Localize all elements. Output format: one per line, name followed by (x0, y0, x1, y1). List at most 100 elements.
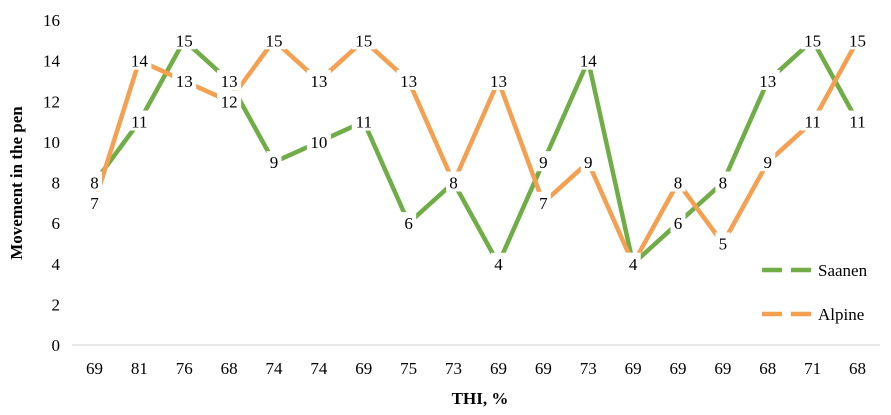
data-label-saanen: 6 (401, 212, 417, 233)
data-label-alpine: 12 (217, 90, 242, 111)
y-tick-label: 10 (43, 133, 60, 152)
svg-text:12: 12 (221, 92, 238, 111)
data-label-saanen: 10 (306, 130, 331, 152)
data-label-saanen: 4 (490, 252, 506, 274)
data-label-alpine: 11 (800, 110, 825, 132)
y-axis-title: Movement in the pen (7, 106, 26, 260)
x-tick-label: 69 (670, 359, 687, 378)
data-label-alpine: 9 (760, 151, 776, 172)
data-label-saanen: 11 (351, 110, 376, 132)
data-label-saanen: 9 (535, 151, 551, 172)
data-labels: 8111513910116849144681315117141312151315… (86, 29, 870, 274)
data-label-alpine: 15 (262, 29, 286, 50)
data-label-saanen: 14 (576, 49, 601, 71)
y-axis: 0 2 4 6 8 10 12 14 16 (43, 11, 61, 355)
x-tick-label: 68 (759, 359, 776, 378)
svg-text:8: 8 (449, 174, 458, 193)
data-label-saanen: 15 (800, 29, 825, 50)
x-tick-label: 68 (849, 359, 866, 378)
data-label-alpine: 7 (86, 191, 102, 213)
data-label-alpine: 13 (306, 69, 331, 91)
data-label-saanen: 13 (755, 69, 780, 91)
y-tick-label: 4 (52, 255, 61, 274)
svg-text:13: 13 (221, 72, 238, 91)
data-label-alpine: 15 (351, 29, 376, 50)
x-tick-label: 74 (266, 359, 284, 378)
svg-text:13: 13 (400, 72, 417, 91)
legend: Saanen Alpine (762, 261, 868, 324)
data-label-saanen: 6 (670, 212, 686, 233)
svg-text:13: 13 (490, 72, 507, 91)
legend-label: Alpine (818, 305, 864, 324)
data-label-alpine: 15 (845, 29, 870, 50)
svg-text:15: 15 (355, 31, 372, 50)
data-label-saanen: 11 (127, 110, 152, 132)
x-tick-label: 69 (355, 359, 372, 378)
x-tick-label: 73 (580, 359, 597, 378)
y-tick-label: 16 (43, 11, 60, 30)
series-line-alpine (92, 38, 860, 267)
svg-text:11: 11 (849, 113, 865, 132)
data-label-alpine: 7 (535, 191, 551, 213)
data-label-alpine: 5 (715, 232, 731, 253)
legend-item-alpine: Alpine (762, 305, 864, 324)
svg-text:11: 11 (804, 113, 820, 132)
svg-text:6: 6 (674, 214, 683, 233)
y-tick-label: 12 (43, 92, 60, 111)
svg-text:15: 15 (266, 31, 283, 50)
svg-text:13: 13 (310, 72, 327, 91)
data-label-alpine: 4 (625, 252, 641, 274)
data-label-alpine: 13 (172, 69, 197, 91)
svg-text:14: 14 (580, 52, 598, 71)
legend-item-saanen: Saanen (762, 261, 868, 280)
x-tick-label: 68 (221, 359, 238, 378)
data-label-alpine: 9 (580, 151, 596, 172)
svg-text:8: 8 (90, 174, 99, 193)
svg-text:13: 13 (759, 72, 776, 91)
data-label-saanen: 13 (217, 69, 242, 91)
y-tick-label: 8 (52, 174, 61, 193)
svg-text:7: 7 (539, 194, 548, 213)
svg-text:13: 13 (176, 72, 193, 91)
x-tick-label: 69 (86, 359, 103, 378)
data-label-alpine: 13 (396, 69, 421, 91)
svg-text:11: 11 (356, 113, 372, 132)
svg-text:7: 7 (90, 194, 99, 213)
y-tick-label: 14 (43, 52, 61, 71)
svg-text:14: 14 (131, 52, 149, 71)
svg-text:15: 15 (176, 31, 193, 50)
x-tick-label: 73 (445, 359, 462, 378)
x-tick-label: 69 (490, 359, 507, 378)
y-tick-label: 0 (52, 336, 61, 355)
svg-text:15: 15 (849, 31, 866, 50)
svg-text:15: 15 (804, 31, 821, 50)
data-label-saanen: 9 (266, 151, 282, 172)
x-tick-label: 76 (176, 359, 193, 378)
data-label-alpine: 8 (670, 171, 686, 193)
data-label-alpine: 14 (127, 49, 152, 71)
x-tick-label: 69 (714, 359, 731, 378)
x-tick-label: 75 (400, 359, 417, 378)
svg-text:5: 5 (719, 234, 728, 253)
x-tick-label: 81 (131, 359, 148, 378)
x-axis-title: THI, % (452, 389, 509, 408)
data-label-saanen: 8 (715, 171, 731, 193)
y-tick-label: 2 (52, 295, 61, 314)
x-tick-label: 71 (804, 359, 821, 378)
x-axis: 69 81 76 68 74 74 69 75 73 69 69 73 69 69 69 68 71 68 (72, 344, 880, 378)
svg-text:9: 9 (764, 153, 773, 172)
data-label-saanen: 11 (845, 110, 870, 132)
legend-label: Saanen (818, 261, 868, 280)
data-label-saanen: 8 (86, 171, 102, 193)
svg-text:4: 4 (494, 255, 503, 274)
svg-text:4: 4 (629, 255, 638, 274)
svg-text:9: 9 (539, 153, 548, 172)
series-lines (92, 38, 860, 267)
svg-text:9: 9 (584, 153, 593, 172)
svg-text:10: 10 (310, 133, 327, 152)
svg-text:11: 11 (131, 113, 147, 132)
x-tick-label: 69 (535, 359, 552, 378)
series-line-saanen (92, 38, 860, 267)
x-tick-label: 69 (625, 359, 642, 378)
